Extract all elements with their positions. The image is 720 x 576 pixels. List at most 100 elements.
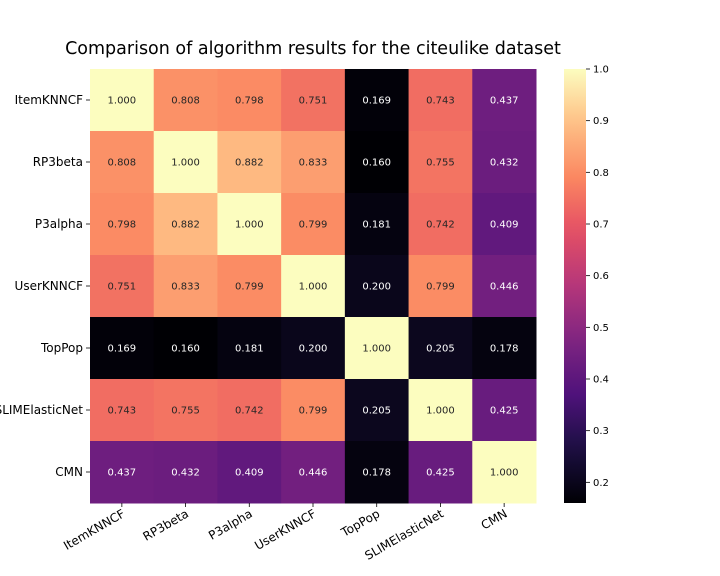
cell-value-label: 0.200 <box>299 344 328 355</box>
x-tick-label: UserKNNCF <box>252 506 318 552</box>
cell-value-label: 0.755 <box>171 406 200 417</box>
y-tick-label: SLIMElasticNet <box>0 403 83 417</box>
heatmap-cell <box>408 441 473 504</box>
heatmap-cell <box>281 193 346 256</box>
cell-value-label: 0.432 <box>490 158 519 169</box>
cell-value-label: 0.798 <box>235 96 264 107</box>
cell-value-label: 0.833 <box>299 158 328 169</box>
heatmap-cell <box>217 317 282 380</box>
colorbar-tick-label: 0.5 <box>593 323 609 334</box>
cell-value-label: 0.181 <box>235 344 264 355</box>
heatmap-cell <box>344 379 410 442</box>
heatmap-cell <box>344 255 410 318</box>
cell-value-label: 0.409 <box>490 220 519 231</box>
heatmap-cell <box>90 441 155 504</box>
cell-value-label: 0.160 <box>171 344 200 355</box>
heatmap-cell <box>90 255 155 318</box>
colorbar-tick-label: 0.2 <box>593 478 609 489</box>
heatmap-cell <box>281 69 346 132</box>
cell-value-label: 0.169 <box>108 344 137 355</box>
heatmap-cell <box>281 255 346 318</box>
cell-value-label: 0.437 <box>490 96 519 107</box>
cell-value-label: 0.178 <box>490 344 519 355</box>
cell-value-label: 0.432 <box>171 468 200 479</box>
cell-value-label: 0.808 <box>171 96 200 107</box>
cell-value-label: 0.181 <box>362 220 391 231</box>
heatmap-cell <box>408 131 473 194</box>
heatmap-cell <box>90 193 155 256</box>
cell-value-label: 0.205 <box>362 406 391 417</box>
cell-value-label: 0.425 <box>490 406 519 417</box>
cell-value-label: 0.751 <box>299 96 328 107</box>
x-tick-label: CMN <box>479 506 510 532</box>
heatmap-cell <box>408 379 473 442</box>
cell-value-label: 0.743 <box>426 96 455 107</box>
cell-value-label: 1.000 <box>362 344 391 355</box>
heatmap-cell <box>281 317 346 380</box>
heatmap-cell <box>408 69 473 132</box>
heatmap-cell <box>281 131 346 194</box>
heatmap-cell <box>344 131 410 194</box>
heatmap-cell <box>217 441 282 504</box>
cell-value-label: 0.169 <box>362 96 391 107</box>
colorbar-gradient <box>564 69 586 503</box>
cell-value-label: 0.446 <box>299 468 328 479</box>
heatmap-cell <box>153 131 218 194</box>
colorbar-tick-label: 0.4 <box>593 375 609 386</box>
heatmap-cell-labels: 1.000 0.808 0.798 0.751 0.169 0.743 0.437 0.808… <box>108 96 519 479</box>
heatmap-cell <box>217 131 282 194</box>
heatmap-cell <box>90 69 155 132</box>
heatmap-cell <box>153 255 218 318</box>
heatmap-cell <box>281 379 346 442</box>
heatmap-cell <box>408 255 473 318</box>
heatmap-cells <box>90 69 537 504</box>
x-tick-label: P3alpha <box>206 506 255 542</box>
colorbar-tick-label: 0.7 <box>593 220 609 231</box>
heatmap-cell <box>408 193 473 256</box>
cell-value-label: 0.160 <box>362 158 391 169</box>
cell-value-label: 1.000 <box>171 158 200 169</box>
cell-value-label: 0.200 <box>362 282 391 293</box>
heatmap-cell <box>344 441 410 504</box>
y-axis-ticks: ItemKNNCF RP3beta P3alpha UserKNNCF TopPop SL… <box>0 93 90 479</box>
cell-value-label: 0.882 <box>235 158 264 169</box>
cell-value-label: 0.205 <box>426 344 455 355</box>
cell-value-label: 0.882 <box>171 220 200 231</box>
chart-title: Comparison of algorithm results for the … <box>65 39 561 59</box>
colorbar-tick-label: 0.6 <box>593 271 609 282</box>
cell-value-label: 0.742 <box>426 220 455 231</box>
x-tick-label: ItemKNNCF <box>61 506 127 552</box>
cell-value-label: 0.425 <box>426 468 455 479</box>
x-tick-label: RP3beta <box>141 506 192 543</box>
x-tick-label: TopPop <box>338 506 382 540</box>
heatmap-cell <box>472 441 537 504</box>
colorbar-tick-label: 0.9 <box>593 116 609 127</box>
cell-value-label: 0.437 <box>108 468 137 479</box>
cell-value-label: 0.798 <box>108 220 137 231</box>
cell-value-label: 0.743 <box>108 406 137 417</box>
heatmap-cell <box>217 255 282 318</box>
y-tick-label: UserKNNCF <box>15 279 84 293</box>
cell-value-label: 1.000 <box>426 406 455 417</box>
heatmap-cell <box>153 193 218 256</box>
cell-value-label: 0.178 <box>362 468 391 479</box>
heatmap-cell <box>153 379 218 442</box>
heatmap-cell <box>153 441 218 504</box>
heatmap-cell <box>217 379 282 442</box>
cell-value-label: 0.751 <box>108 282 137 293</box>
y-tick-label: P3alpha <box>35 217 83 231</box>
heatmap-cell <box>472 255 537 318</box>
cell-value-label: 0.742 <box>235 406 264 417</box>
colorbar-tick-label: 1.0 <box>593 65 609 76</box>
heatmap-cell <box>217 193 282 256</box>
cell-value-label: 0.799 <box>426 282 455 293</box>
heatmap-cell <box>472 131 537 194</box>
cell-value-label: 0.799 <box>299 220 328 231</box>
cell-value-label: 1.000 <box>108 96 137 107</box>
cell-value-label: 1.000 <box>235 220 264 231</box>
heatmap-cell <box>472 193 537 256</box>
heatmap-cell <box>90 317 155 380</box>
heatmap-cell <box>90 131 155 194</box>
